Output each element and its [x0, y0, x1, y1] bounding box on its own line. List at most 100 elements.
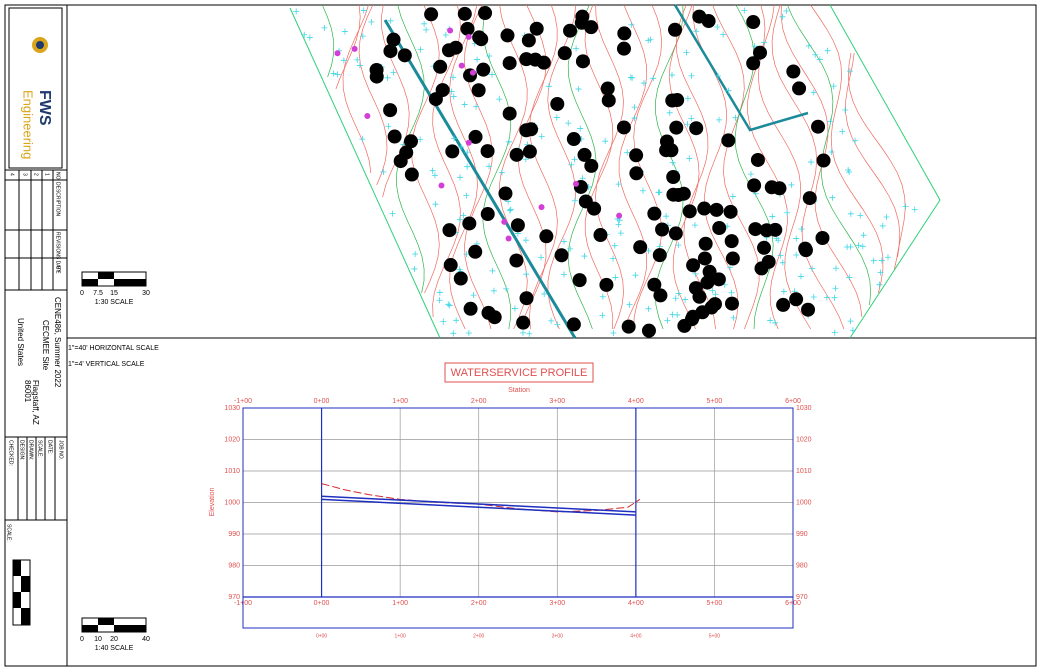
tree — [647, 206, 662, 221]
survey-point — [506, 207, 513, 214]
contour — [633, 4, 663, 330]
tree — [747, 178, 762, 193]
x-tick-label: 3+00 — [549, 398, 565, 405]
tree — [522, 144, 537, 159]
tree — [653, 288, 668, 303]
survey-point — [714, 24, 721, 31]
survey-point — [538, 133, 545, 140]
survey-point — [809, 265, 816, 272]
scale-checker — [12, 559, 31, 626]
utility-marker — [465, 33, 472, 40]
survey-point — [571, 197, 578, 204]
y-tick-label: 970 — [228, 594, 240, 601]
tree — [478, 5, 493, 20]
tree — [457, 6, 472, 21]
project-city: Flagstaff, AZ — [31, 380, 40, 425]
project-course: CENE486, Summer 2022 — [53, 297, 62, 388]
road — [383, 19, 577, 339]
survey-point — [465, 329, 472, 336]
contour — [675, 4, 716, 330]
tree — [815, 231, 830, 246]
survey-point — [390, 69, 397, 76]
survey-point — [859, 243, 866, 250]
y-tick-label: 1010 — [224, 468, 240, 475]
survey-point — [380, 168, 387, 175]
tree — [617, 26, 632, 41]
tree — [746, 15, 761, 30]
utility-marker — [616, 212, 623, 219]
tree — [572, 273, 587, 288]
x-tick-label: 1+00 — [392, 600, 408, 607]
survey-point — [647, 36, 654, 43]
info-field: DESIGN: — [19, 440, 25, 461]
tree — [563, 23, 578, 38]
survey-point — [615, 181, 622, 188]
tree — [460, 21, 475, 36]
survey-point — [628, 21, 635, 28]
survey-point — [499, 169, 506, 176]
survey-point — [777, 252, 784, 259]
tree — [599, 277, 614, 292]
survey-point — [788, 181, 795, 188]
survey-point — [617, 230, 624, 237]
survey-point — [860, 232, 867, 239]
tree — [404, 167, 419, 182]
tree — [811, 119, 826, 134]
survey-point — [554, 321, 561, 328]
survey-point — [808, 159, 815, 166]
x-tick-label: 4+00 — [628, 398, 644, 405]
survey-point — [599, 293, 606, 300]
survey-point — [456, 216, 463, 223]
tree — [700, 275, 715, 290]
survey-point — [716, 116, 723, 123]
utility-marker — [469, 69, 476, 76]
survey-point — [847, 210, 854, 217]
survey-point — [669, 159, 676, 166]
x-tick-label: 5+00 — [707, 398, 723, 405]
utility-marker — [334, 50, 341, 57]
survey-point — [573, 45, 580, 52]
survey-point — [902, 203, 909, 210]
contour — [410, 4, 440, 294]
x-tick-label: 6+00 — [785, 398, 801, 405]
survey-point — [461, 101, 468, 108]
scale-segment — [98, 272, 114, 279]
contour — [321, 4, 335, 78]
tree — [383, 103, 398, 118]
survey-point — [602, 138, 609, 145]
survey-point — [798, 225, 805, 232]
survey-point — [631, 115, 638, 122]
tree — [757, 240, 772, 255]
survey-point — [445, 301, 452, 308]
contour — [595, 4, 624, 330]
survey-point — [545, 83, 552, 90]
utility-marker — [501, 218, 508, 225]
tree — [463, 301, 478, 316]
survey-point — [666, 109, 673, 116]
survey-point — [712, 291, 719, 298]
contour — [847, 52, 906, 258]
tree — [789, 292, 804, 307]
tree — [524, 122, 539, 137]
tree — [725, 251, 740, 266]
tree — [445, 144, 460, 159]
survey-point — [725, 87, 732, 94]
survey-point — [829, 194, 836, 201]
rev-header: REVISIONS DATE — [55, 232, 61, 274]
survey-point — [511, 305, 518, 312]
survey-point — [823, 294, 830, 301]
survey-point — [470, 292, 477, 299]
y-axis-label: Elevation — [209, 487, 216, 516]
contour — [529, 4, 558, 330]
tree — [480, 144, 495, 159]
contour — [771, 4, 845, 330]
survey-point — [321, 24, 328, 31]
survey-point — [450, 74, 457, 81]
survey-point — [440, 318, 447, 325]
survey-point — [761, 39, 767, 46]
tree — [682, 204, 697, 219]
survey-point — [842, 106, 849, 113]
survey-point — [847, 243, 854, 250]
tree — [724, 234, 739, 249]
